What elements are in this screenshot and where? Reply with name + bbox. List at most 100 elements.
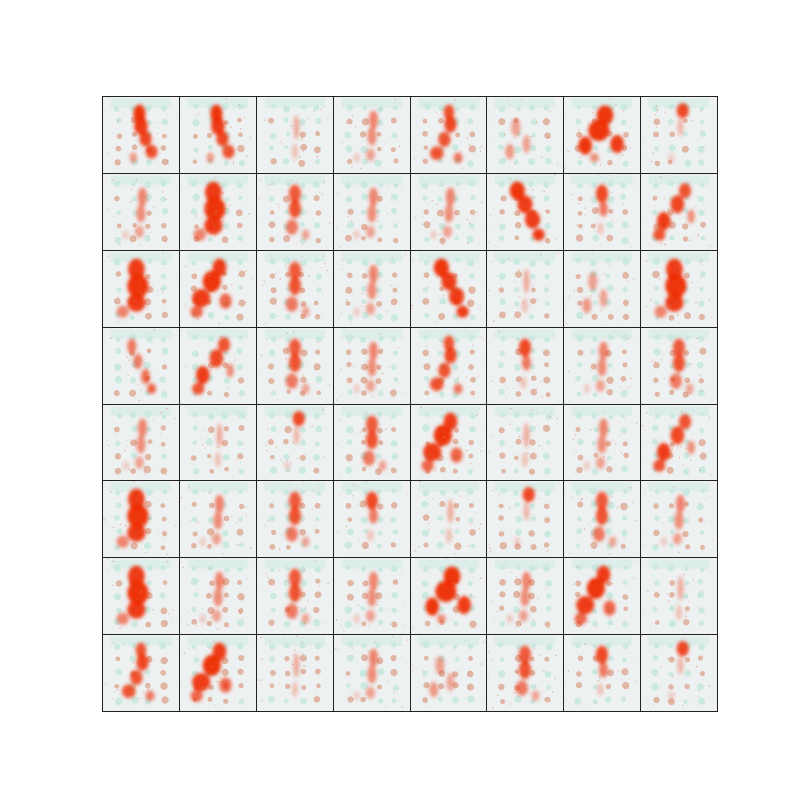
sample-image <box>411 98 482 169</box>
sample-figure <box>522 422 530 467</box>
sample-tile <box>410 481 487 558</box>
sample-figure <box>129 104 158 164</box>
sample-image <box>570 174 636 248</box>
sample-figure <box>653 182 695 241</box>
sample-image <box>180 481 252 555</box>
sample-tile <box>179 327 256 404</box>
sample-figure <box>668 641 689 701</box>
sample-figure <box>596 184 609 235</box>
sample-image <box>410 252 485 323</box>
sample-image <box>641 481 714 554</box>
sample-tile <box>487 481 564 558</box>
sample-image <box>179 98 251 167</box>
sample-image <box>569 406 638 475</box>
sample-tile <box>641 97 717 173</box>
sample-image <box>335 174 406 248</box>
sample-figure <box>583 341 609 393</box>
sample-tile <box>410 558 487 635</box>
sample-figure <box>353 187 378 240</box>
sample-tile <box>333 635 410 711</box>
sample-tile <box>410 327 487 404</box>
sample-figure <box>285 491 310 548</box>
sample-image <box>410 174 484 246</box>
sample-figure <box>206 104 235 164</box>
sample-figure <box>653 413 695 472</box>
sample-image <box>105 636 177 709</box>
sample-figure <box>505 118 531 160</box>
sample-figure <box>583 418 609 470</box>
sample-figure <box>510 181 546 241</box>
sample-tile <box>179 173 256 250</box>
sample-figure <box>116 565 149 626</box>
sample-image <box>334 559 407 632</box>
sample-figure <box>190 258 232 318</box>
sample-image <box>259 98 329 168</box>
sample-figure <box>362 415 386 471</box>
sample-tile <box>487 558 564 635</box>
sample-figure <box>519 338 532 389</box>
sample-image <box>257 635 327 705</box>
sample-image <box>106 97 177 169</box>
sample-image <box>333 252 406 323</box>
sample-figure <box>353 110 378 163</box>
sample-image <box>257 559 329 631</box>
sample-tile <box>641 250 717 327</box>
sample-image <box>490 559 557 630</box>
sample-tile <box>179 558 256 635</box>
sample-image <box>641 406 712 477</box>
sample-figure <box>353 341 378 393</box>
sample-tile <box>103 481 179 558</box>
sample-image <box>180 175 250 244</box>
sample-tile <box>256 173 333 250</box>
sample-tile <box>103 558 179 635</box>
sample-image <box>568 329 638 397</box>
sample-image <box>104 328 174 401</box>
sample-image <box>487 636 557 709</box>
sample-tile <box>641 635 717 711</box>
sample-figure <box>199 495 224 547</box>
sample-figure <box>199 571 224 624</box>
sample-tile <box>179 635 256 711</box>
sample-tile <box>410 250 487 327</box>
sample-figure <box>353 571 378 624</box>
sample-tile <box>103 327 179 404</box>
sample-image <box>564 97 633 169</box>
sample-figure <box>214 422 223 467</box>
sample-tile <box>564 173 641 250</box>
sample-image <box>258 175 330 245</box>
sample-tile <box>103 97 179 173</box>
sample-figure <box>353 648 378 701</box>
sample-tile <box>256 635 333 711</box>
sample-image <box>413 406 483 475</box>
sample-tile <box>487 404 564 481</box>
sample-tile <box>487 327 564 404</box>
sample-figure <box>522 268 530 313</box>
sample-figure <box>291 115 300 160</box>
sample-tile <box>564 404 641 481</box>
sample-image <box>644 559 711 631</box>
sample-figure <box>284 410 305 470</box>
sample-figure <box>127 338 157 394</box>
sample-image <box>261 481 327 551</box>
sample-tile <box>487 173 564 250</box>
sample-tile <box>564 97 641 173</box>
sample-tile <box>487 97 564 173</box>
sample-image <box>571 559 638 629</box>
sample-figure <box>116 488 149 549</box>
sample-figure <box>507 571 532 624</box>
sample-tile <box>103 173 179 250</box>
sample-tile <box>256 404 333 481</box>
sample-image <box>413 481 482 555</box>
sample-tile <box>564 481 641 558</box>
sample-image <box>261 252 328 324</box>
sample-image <box>180 559 250 631</box>
sample-figure <box>430 187 455 240</box>
sample-figure <box>285 568 310 625</box>
sample-tile <box>103 404 179 481</box>
sample-image <box>487 406 559 475</box>
sample-tile <box>179 404 256 481</box>
sample-grid <box>102 96 718 712</box>
sample-image <box>338 98 407 170</box>
sample-tile <box>410 97 487 173</box>
